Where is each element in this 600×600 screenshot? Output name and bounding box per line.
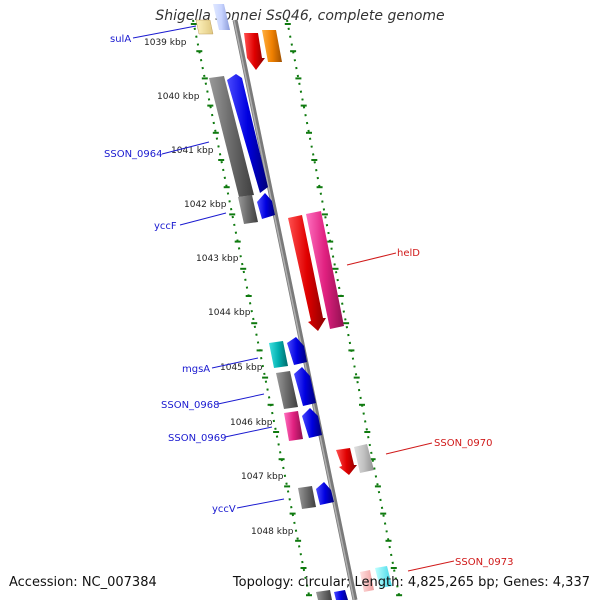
gene-label-sson-0973[interactable]: SSON_0973 xyxy=(455,557,514,568)
gene-label-sula[interactable]: sulA xyxy=(110,34,131,45)
gene-blue-0968[interactable] xyxy=(294,367,316,406)
gene-features xyxy=(195,4,392,600)
gene-top-lightblue[interactable] xyxy=(213,4,230,30)
gene-blue-mgsa[interactable] xyxy=(287,337,307,365)
ruler-ticks xyxy=(190,23,403,597)
genome-backbone xyxy=(232,19,358,600)
gene-label-yccv[interactable]: yccV xyxy=(212,504,236,515)
topology-text: Topology: circular; Length: 4,825,265 bp… xyxy=(232,575,590,590)
gene-orange-top[interactable] xyxy=(262,30,282,62)
gene-sson-0964[interactable] xyxy=(209,76,254,197)
gene-yccf[interactable] xyxy=(238,195,258,224)
ruler-label: 1040 kbp xyxy=(157,92,200,102)
gene-label-held[interactable]: helD xyxy=(397,248,420,259)
gene-label-sson-0968[interactable]: SSON_0968 xyxy=(161,400,220,411)
gene-mgsa[interactable] xyxy=(269,341,288,368)
ruler-label: 1046 kbp xyxy=(230,418,273,428)
gene-blue-long-1[interactable] xyxy=(227,74,268,193)
ruler-label: 1043 kbp xyxy=(196,254,239,264)
gene-red-top[interactable] xyxy=(244,33,265,70)
gene-label-mgsa[interactable]: mgsA xyxy=(182,364,210,375)
gene-blue-yccf[interactable] xyxy=(257,193,275,219)
gene-held-pink[interactable] xyxy=(306,211,344,329)
gene-bottom-blue[interactable] xyxy=(334,590,348,600)
accession-text: Accession: NC_007384 xyxy=(9,575,157,590)
right-gene-labels: helD SSON_0970 SSON_0973 xyxy=(346,248,514,572)
gene-label-sson-0969[interactable]: SSON_0969 xyxy=(168,433,227,444)
gene-sson-0968[interactable] xyxy=(276,371,298,409)
gene-sula[interactable] xyxy=(195,19,214,35)
gene-label-yccf[interactable]: yccF xyxy=(154,221,177,232)
left-gene-labels: sulA SSON_0964 yccF mgsA SSON_0968 SSON_… xyxy=(104,25,285,515)
ruler-label: 1048 kbp xyxy=(251,527,294,537)
gene-label-sson-0964[interactable]: SSON_0964 xyxy=(104,149,163,160)
gene-sson-0973-pink[interactable] xyxy=(360,570,374,592)
gene-sson-0973-cyan[interactable] xyxy=(375,566,392,588)
ruler-label: 1045 kbp xyxy=(220,363,263,373)
gene-blue-yccv[interactable] xyxy=(316,482,334,505)
gene-sson-0969[interactable] xyxy=(284,411,303,441)
gene-blue-0969[interactable] xyxy=(302,408,322,438)
ruler-label: 1039 kbp xyxy=(144,38,187,48)
ruler-label: 1044 kbp xyxy=(208,308,251,318)
gene-label-sson-0970[interactable]: SSON_0970 xyxy=(434,438,493,449)
gene-yccv[interactable] xyxy=(298,486,316,509)
ruler-labels: 1039 kbp 1040 kbp 1041 kbp 1042 kbp 1043… xyxy=(144,38,294,537)
ruler-label: 1047 kbp xyxy=(241,472,284,482)
gene-sson-0970-gray[interactable] xyxy=(354,444,374,473)
gene-bottom-gray[interactable] xyxy=(316,590,332,600)
ruler-label: 1042 kbp xyxy=(184,200,227,210)
gene-held-red[interactable] xyxy=(288,215,326,331)
ruler-label: 1041 kbp xyxy=(171,146,214,156)
gene-sson-0970-red[interactable] xyxy=(336,448,357,475)
